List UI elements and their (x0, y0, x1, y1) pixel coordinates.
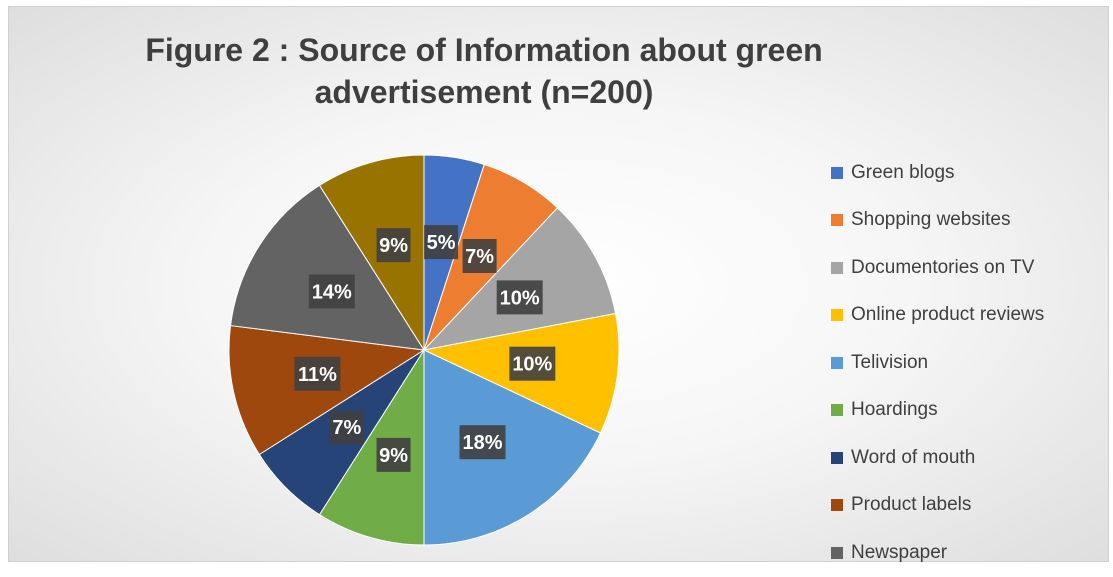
data-label-9: 14% (308, 274, 355, 309)
data-label-box (329, 410, 364, 445)
chart-title-line-2: advertisement (n=200) (314, 74, 654, 110)
data-label-text: 5% (427, 232, 456, 254)
legend-label: Hoardings (851, 399, 938, 421)
data-label-2: 7% (462, 239, 497, 274)
pie-slice-6 (318, 348, 425, 546)
data-label-box (424, 225, 459, 260)
legend-label: Word of mouth (851, 446, 976, 468)
data-label-box (462, 239, 497, 274)
legend-swatch (831, 499, 843, 512)
legend-swatch (831, 451, 843, 464)
data-label-text: 10% (500, 287, 540, 309)
data-label-6: 9% (376, 437, 411, 472)
data-label-text: 9% (379, 235, 408, 257)
legend-swatch (831, 166, 843, 179)
pie-slice-10 (318, 154, 425, 352)
legend-item-8: Product labels (831, 482, 1101, 530)
data-label-7: 7% (329, 410, 364, 445)
data-label-box (496, 280, 543, 315)
data-label-text: 7% (465, 246, 494, 268)
legend-label: Green blogs (851, 161, 955, 183)
chart-title: Figure 2 : Source of Information about g… (9, 29, 959, 113)
legend-swatch (831, 214, 843, 227)
legend-swatch (831, 356, 843, 369)
legend-item-3: Documentories on TV (831, 244, 1101, 292)
data-label-5: 18% (459, 425, 506, 460)
legend-item-7: Word of mouth (831, 434, 1101, 482)
legend-item-5: Telivision (831, 339, 1101, 387)
legend-swatch (831, 546, 843, 559)
chart-title-line-1: Figure 2 : Source of Information about g… (145, 32, 823, 68)
data-label-box (308, 274, 355, 309)
data-label-1: 5% (424, 225, 459, 260)
legend-label: Newspaper (851, 541, 948, 563)
pie-slice-9 (229, 184, 425, 351)
pie-slice-3 (422, 207, 617, 351)
data-label-text: 18% (462, 432, 502, 454)
data-label-box (294, 356, 341, 391)
legend-item-4: Online product reviews (831, 292, 1101, 340)
pie-slice-5 (423, 349, 602, 546)
legend-label: Telivision (851, 351, 929, 373)
chart-area: Figure 2 : Source of Information about g… (8, 6, 1109, 563)
legend-item-6: Hoardings (831, 387, 1101, 435)
legend-item-9: Newspaper (831, 529, 1101, 577)
legend-swatch (831, 309, 843, 322)
legend-item-2: Shopping websites (831, 197, 1101, 245)
data-label-text: 9% (379, 445, 408, 467)
legend-label: Product labels (851, 494, 972, 516)
data-label-text: 7% (332, 417, 361, 439)
legend-label: Documentories on TV (851, 256, 1035, 278)
data-label-text: 14% (312, 281, 352, 303)
data-label-text: 11% (298, 364, 337, 386)
legend-label: Shopping websites (851, 209, 1011, 231)
data-label-box (376, 228, 411, 263)
chart-legend: Green blogs Shopping websites Documentorie… (831, 149, 1101, 577)
pie-chart: 5% 7% 10% 10% 18% 9% 7% 11% 14% 9% (228, 154, 620, 546)
data-label-box (376, 437, 411, 472)
data-label-box (459, 425, 506, 460)
legend-swatch (831, 261, 843, 274)
data-label-10: 9% (376, 228, 411, 263)
data-label-3: 10% (496, 280, 543, 315)
data-label-text: 10% (512, 354, 552, 376)
data-label-8: 11% (294, 356, 341, 391)
data-label-4: 10% (509, 346, 556, 381)
data-label-box (509, 346, 556, 381)
legend-label: Online product reviews (851, 304, 1045, 326)
legend-swatch (831, 404, 843, 417)
legend-item-1: Green blogs (831, 149, 1101, 197)
